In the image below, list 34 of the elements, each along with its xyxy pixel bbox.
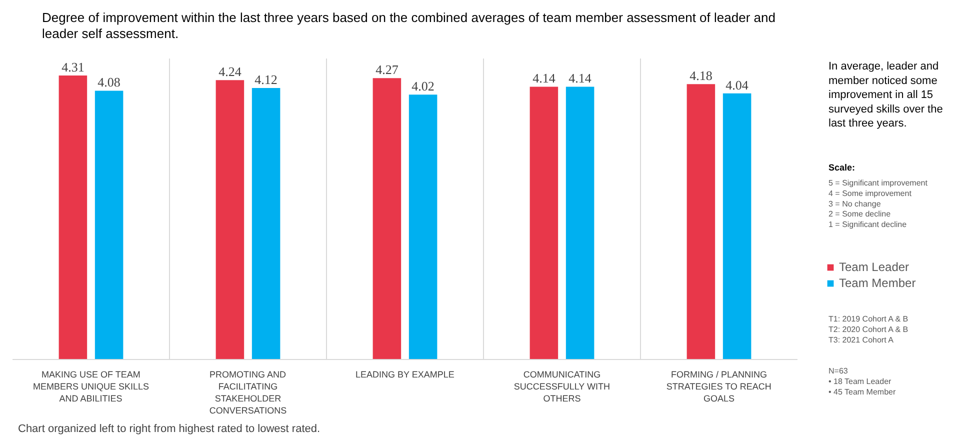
bar: [252, 88, 280, 360]
data-label: 4.14: [532, 70, 556, 86]
text: 5 = Significant improvement 4 = Some improvement 3 = No change 2 = Some decline 1 = Significant decline: [828, 178, 928, 230]
data-label: 4.12: [254, 72, 278, 88]
bar: [566, 86, 594, 360]
text: T1: 2019 Cohort A & B T2: 2020 Cohort A & B T3: 2021 Cohort A: [828, 314, 908, 344]
data-label: 4.14: [568, 70, 592, 86]
data-label: 4.18: [690, 68, 712, 84]
legend-label: Team Leader: [839, 260, 910, 274]
bar: [94, 90, 124, 360]
x-tick-label: PROMOTING AND FACILITATING STAKEHOLDER CONVERSATIONS: [209, 370, 287, 416]
chart-title: Degree of improvement within the last three years based on the combined averages of team member assessment of leader and leader self assessment.: [42, 10, 776, 42]
x-tick-label: COMMUNICATING SUCCESSFULLY WITH OTHERS: [514, 370, 610, 404]
data-label: 4.27: [376, 62, 399, 78]
bar: [722, 93, 752, 360]
x-tick-label: LEADING BY EXAMPLE: [355, 370, 454, 380]
data-label: 4.24: [218, 64, 242, 80]
bar: [216, 80, 244, 360]
bar: [408, 94, 438, 360]
data-label: 4.04: [726, 77, 749, 92]
text: Scale:: [828, 162, 856, 172]
data-label: 4.31: [62, 60, 84, 75]
text: Chart organized left to right from highest rated to lowest rated.: [18, 422, 320, 437]
data-label: 4.08: [98, 74, 120, 90]
legend-label: Team Member: [839, 276, 916, 290]
text: In average, leader and member noticed some improvement in all 15 surveyed skills over the last three years.: [828, 60, 943, 130]
x-tick-label: MAKING USE OF TEAM MEMBERS UNIQUE SKILLS AND ABILITIES: [32, 370, 150, 404]
data-label: 4.02: [412, 78, 434, 94]
bar: [58, 76, 88, 360]
bar: [530, 86, 558, 360]
text: N=63 • 18 Team Leader • 45 Team Member: [828, 366, 896, 396]
x-tick-label: FORMING / PLANNING STRATEGIES TO REACH GOALS: [666, 370, 772, 404]
bar: [372, 78, 402, 360]
bar: [686, 84, 716, 360]
